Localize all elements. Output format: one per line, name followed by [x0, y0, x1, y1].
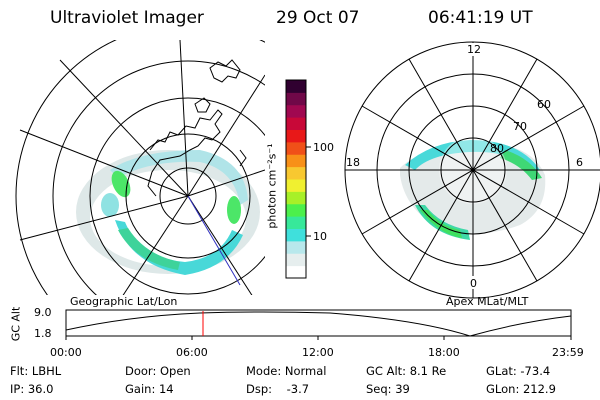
colorbar-cell	[286, 240, 306, 254]
info-filter: Flt: LBHL	[10, 364, 62, 378]
info-dsp: Dsp: -3.7	[246, 382, 310, 396]
magnetic-polar-plot	[344, 41, 600, 299]
mlt-label-18: 18	[346, 156, 360, 169]
timeline-x-tick-06: 06:00	[176, 346, 208, 359]
timeline-y-label: GC Alt	[9, 306, 23, 342]
colorbar-cells	[286, 80, 306, 279]
satellite-track-line	[187, 195, 241, 286]
altitude-timeline	[65, 309, 572, 340]
mlt-label-12: 12	[467, 43, 481, 56]
right-panel-label: Apex MLat/MLT	[446, 295, 529, 308]
info-gain: Gain: 14	[125, 382, 174, 396]
colorbar-label-100: 100	[313, 141, 334, 154]
colorbar-cell	[286, 166, 306, 180]
colorbar-cell	[286, 179, 306, 192]
time-label: 06:41:19 UT	[428, 8, 533, 28]
mlt-label-6: 6	[576, 156, 583, 169]
timeline-x-tick-2359: 23:59	[552, 346, 584, 359]
info-door: Door: Open	[125, 364, 191, 378]
colorbar-cell	[286, 228, 306, 242]
info-glat: GLat: -73.4	[486, 364, 551, 378]
instrument-title: Ultraviolet Imager	[50, 8, 204, 28]
polar-grid	[344, 41, 600, 299]
colorbar-cell	[286, 129, 306, 143]
mlat-label-70: 70	[513, 120, 527, 133]
aurora-emission-left	[76, 150, 260, 275]
mlat-label-80: 80	[490, 142, 504, 155]
info-glon: GLon: 212.9	[486, 382, 556, 396]
timeline-frame	[65, 309, 572, 337]
colorbar-cell	[286, 117, 306, 130]
mlt-label-bg-top	[468, 43, 479, 56]
geographic-map	[15, 40, 265, 295]
timeline-y-tick-9: 9.0	[34, 306, 52, 319]
date-label: 29 Oct 07	[276, 8, 360, 28]
info-ip: IP: 36.0	[10, 382, 54, 396]
mlat-label-60: 60	[537, 98, 551, 111]
timeline-x-tick-12: 12:00	[302, 346, 334, 359]
info-mode: Mode: Normal	[246, 364, 327, 378]
colorbar-cell	[286, 141, 306, 155]
colorbar-cell	[286, 80, 306, 93]
altitude-curve	[65, 311, 572, 337]
mlt-label-bg-bottom	[468, 276, 479, 289]
colorbar-cell	[286, 104, 306, 118]
timeline-y-tick-1-8: 1.8	[34, 327, 52, 340]
left-panel-label: Geographic Lat/Lon	[70, 295, 178, 308]
info-seq: Seq: 39	[366, 382, 410, 396]
geographic-grid	[15, 40, 265, 295]
colorbar	[285, 79, 311, 279]
colorbar-label-10: 10	[313, 230, 327, 243]
colorbar-unit-label: photon cm⁻²s⁻¹	[265, 143, 279, 229]
colorbar-cell	[286, 253, 306, 267]
mlt-label-0: 0	[470, 277, 477, 290]
colorbar-cell	[286, 191, 306, 205]
coastline	[147, 59, 247, 197]
colorbar-cell	[286, 154, 306, 168]
colorbar-cell	[286, 92, 306, 106]
info-gc-alt: GC Alt: 8.1 Re	[366, 364, 447, 378]
colorbar-cell	[286, 216, 306, 229]
colorbar-frame	[285, 79, 307, 279]
timeline-x-tick-00: 00:00	[50, 346, 82, 359]
colorbar-cell	[286, 203, 306, 217]
timeline-x-tick-18: 18:00	[428, 346, 460, 359]
colorbar-cell	[286, 265, 306, 279]
